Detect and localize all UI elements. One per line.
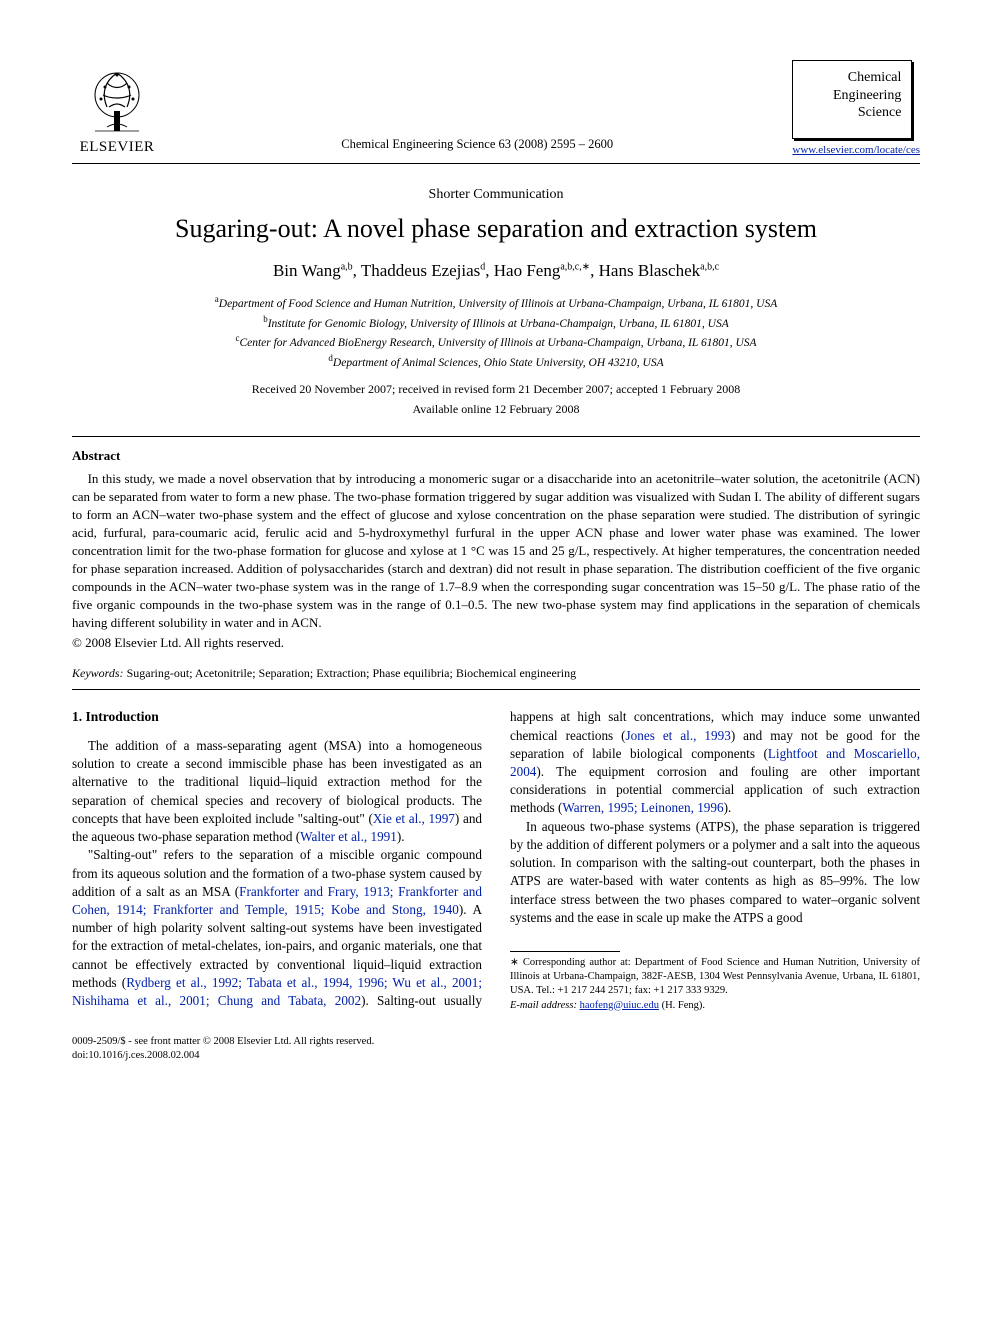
available-online: Available online 12 February 2008: [72, 401, 920, 417]
citation[interactable]: Walter et al., 1991: [300, 829, 397, 844]
affiliation-list: aDepartment of Food Science and Human Nu…: [72, 293, 920, 371]
journal-url: www.elsevier.com/locate/ces: [792, 143, 920, 158]
email-person: (H. Feng).: [662, 1000, 705, 1011]
journal-name-line1: Chemical: [803, 69, 901, 87]
article-type: Shorter Communication: [72, 186, 920, 205]
abstract-copyright: © 2008 Elsevier Ltd. All rights reserved…: [72, 634, 920, 652]
citation[interactable]: Warren, 1995; Leinonen, 1996: [562, 800, 723, 815]
abstract-text: In this study, we made a novel observati…: [72, 470, 920, 631]
section-1-heading: 1. Introduction: [72, 708, 482, 727]
corresponding-author-text: ∗ Corresponding author at: Department of…: [510, 956, 920, 999]
citation[interactable]: Jones et al., 1993: [626, 728, 731, 743]
received-dates: Received 20 November 2007; received in r…: [72, 381, 920, 397]
journal-name-box: Chemical Engineering Science: [792, 60, 912, 139]
abstract-body: In this study, we made a novel observati…: [72, 470, 920, 631]
body-columns: 1. Introduction The addition of a mass-s…: [72, 708, 920, 1012]
author-list: Bin Wanga,b, Thaddeus Ezejiasd, Hao Feng…: [72, 260, 920, 283]
header-rule: [72, 163, 920, 164]
keywords-line: Keywords: Sugaring-out; Acetonitrile; Se…: [72, 665, 920, 681]
publisher-name: ELSEVIER: [72, 137, 162, 157]
abstract-heading: Abstract: [72, 447, 920, 465]
elsevier-tree-icon: [86, 63, 148, 135]
footnote-rule: [510, 951, 620, 952]
abstract-bottom-rule: [72, 689, 920, 690]
issn-copyright: 0009-2509/$ - see front matter © 2008 El…: [72, 1035, 920, 1049]
journal-url-link[interactable]: www.elsevier.com/locate/ces: [792, 144, 920, 156]
intro-para-3: In aqueous two-phase systems (ATPS), the…: [510, 818, 920, 927]
intro-para-1: The addition of a mass-separating agent …: [72, 737, 482, 846]
publisher-block: ELSEVIER: [72, 63, 162, 157]
journal-box-wrap: Chemical Engineering Science www.elsevie…: [792, 60, 920, 157]
front-matter-footer: 0009-2509/$ - see front matter © 2008 El…: [72, 1035, 920, 1063]
abstract-top-rule: [72, 436, 920, 437]
doi-line: doi:10.1016/j.ces.2008.02.004: [72, 1049, 920, 1063]
journal-name-line2: Engineering Science: [803, 87, 901, 122]
corresponding-footnote: ∗ Corresponding author at: Department of…: [510, 951, 920, 1013]
citation[interactable]: Xie et al., 1997: [373, 811, 455, 826]
header-row: ELSEVIER Chemical Engineering Science 63…: [72, 60, 920, 157]
article-title: Sugaring-out: A novel phase separation a…: [72, 211, 920, 246]
keywords-label: Keywords:: [72, 666, 124, 680]
keywords-text: Sugaring-out; Acetonitrile; Separation; …: [127, 666, 577, 680]
corresponding-email-line: E-mail address: haofeng@uiuc.edu (H. Fen…: [510, 999, 920, 1013]
journal-citation-line: Chemical Engineering Science 63 (2008) 2…: [162, 136, 792, 157]
corresponding-email-link[interactable]: haofeng@uiuc.edu: [580, 1000, 659, 1011]
email-label: E-mail address:: [510, 1000, 577, 1011]
